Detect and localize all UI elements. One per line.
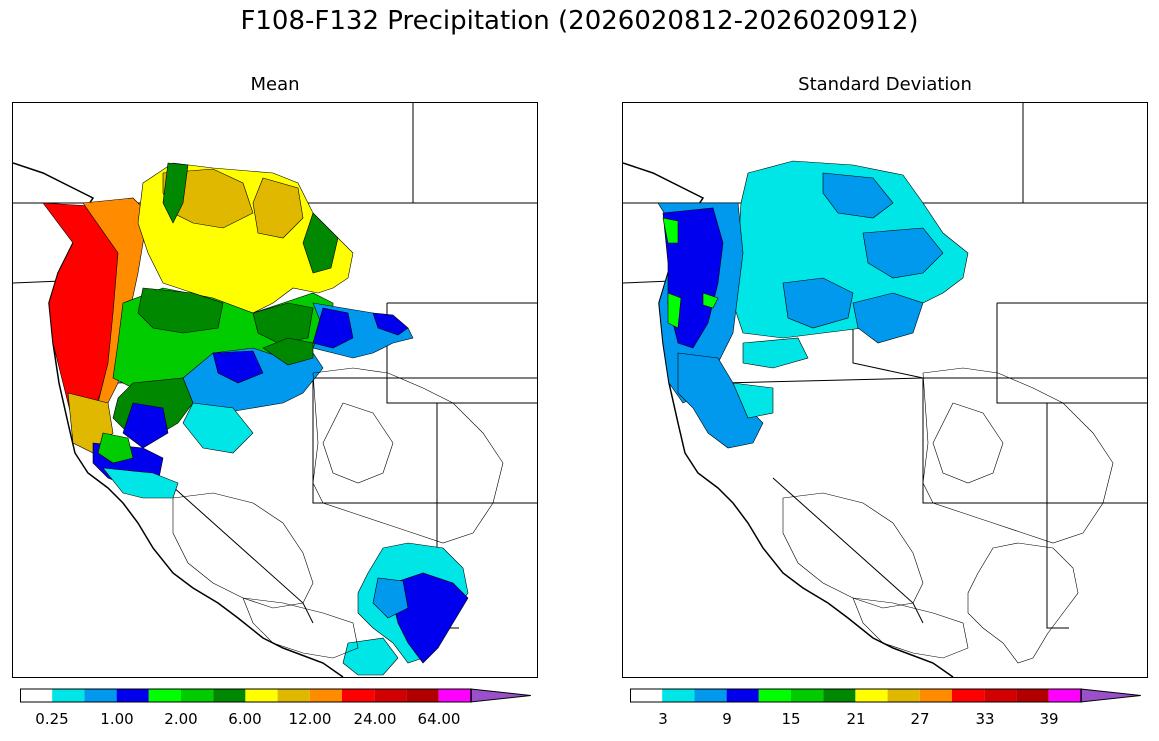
colorbar-tick-label: 24.00 (353, 710, 397, 728)
region-blue-north (822, 172, 894, 219)
region-gold-ne (252, 177, 304, 239)
colorbar-cell (630, 689, 663, 702)
region-darkgreen-mid3 (262, 337, 314, 366)
colorbar-cell (374, 689, 407, 702)
region-cyan-mid (182, 402, 254, 454)
region-green-sierra (97, 432, 134, 464)
basin-outline (852, 597, 969, 659)
basin-outline (922, 367, 1114, 544)
colorbar-tick-label: 3 (658, 710, 668, 728)
colorbar-mean-labels: 0.25 1.00 2.00 6.00 12.00 24.00 64.00 (20, 710, 560, 730)
basin-outline (932, 402, 1004, 484)
colorbar-cell (919, 689, 952, 702)
state-boundary (922, 377, 1147, 504)
colorbar-cell (52, 689, 85, 702)
colorbar-tick-label: 39 (1039, 710, 1059, 728)
basin-outline (242, 597, 359, 659)
colorbar-cell (438, 689, 471, 702)
region-blue-mid (782, 277, 854, 329)
basin-outline (322, 402, 394, 484)
colorbar-cell (245, 689, 278, 702)
region-cyan-az-s (342, 637, 399, 676)
colorbar-cell (984, 689, 1017, 702)
region-blue-az (372, 577, 409, 619)
state-boundary (722, 377, 924, 384)
colorbar-tick-label: 15 (781, 710, 801, 728)
state-boundary (1046, 403, 1069, 629)
map-stddev[interactable] (622, 102, 1148, 678)
basin-outline (967, 542, 1079, 664)
colorbar-stddev (630, 688, 1141, 703)
colorbar-cell (823, 689, 856, 702)
colorbar-tick-label: 2.00 (164, 710, 198, 728)
region-blue-ne (862, 227, 944, 279)
region-darkgreen-mid (137, 287, 224, 334)
region-blue-mid2 (852, 292, 924, 344)
colorbar-cell (662, 689, 695, 702)
colorbar-mean (20, 688, 531, 703)
region-darkblue-east2 (372, 312, 409, 336)
region-darkgreen-n (162, 162, 189, 224)
region-darkblue-east (312, 307, 354, 349)
state-boundary (996, 302, 1147, 404)
region-darkblue-az (392, 572, 469, 664)
colorbar-cell (694, 689, 727, 702)
colorbar-tick-label: 0.25 (35, 710, 69, 728)
panel-title-stddev: Standard Deviation (798, 74, 972, 95)
colorbar-tick-label: 27 (910, 710, 930, 728)
colorbar-cell (406, 689, 439, 702)
colorbar-cell (84, 689, 117, 702)
colorbar-tick-label: 9 (722, 710, 732, 728)
colorbar-cell (791, 689, 824, 702)
region-darkblue-sw (122, 402, 169, 449)
region-green-coast2 (667, 292, 682, 329)
colorbar-cell (1016, 689, 1049, 702)
basin-outline (312, 367, 504, 544)
basin-outline (782, 492, 924, 609)
colorbar-tick-label: 64.00 (417, 710, 461, 728)
colorbar-tick-label: 21 (846, 710, 866, 728)
colorbar-cell (342, 689, 375, 702)
panel-title-mean: Mean (250, 74, 300, 95)
figure-title: F108-F132 Precipitation (2026020812-2026… (240, 6, 919, 36)
map-stddev-canvas (623, 103, 1147, 677)
colorbar-cell (181, 689, 214, 702)
colorbar-cell (20, 689, 53, 702)
colorbar-stddev-labels: 3 9 15 21 27 33 39 (630, 710, 1159, 730)
colorbar-tick-label: 6.00 (228, 710, 262, 728)
region-darkgreen-ne (302, 212, 339, 274)
colorbar-cell (277, 689, 310, 702)
colorbar-cell (952, 689, 985, 702)
colorbar-cell (213, 689, 246, 702)
state-boundary (162, 477, 314, 624)
region-blue-sierra (677, 352, 764, 449)
colorbar-cell (148, 689, 181, 702)
colorbar-outline (630, 688, 1082, 703)
region-green-coast3 (702, 292, 719, 309)
region-darkblue-mid (212, 350, 264, 384)
colorbar-cell (887, 689, 920, 702)
colorbar-cell (855, 689, 888, 702)
region-green-coast (662, 217, 679, 244)
basin-outline (172, 492, 314, 609)
colorbar-extend-arrow (470, 688, 531, 703)
state-boundary (312, 377, 537, 504)
map-mean-canvas (13, 103, 537, 677)
colorbar-cell (116, 689, 149, 702)
region-cyan-mid (742, 337, 809, 369)
region-cyan-sierra (732, 382, 774, 419)
map-mean[interactable] (12, 102, 538, 678)
colorbar-tick-label: 33 (975, 710, 995, 728)
colorbar-cell (758, 689, 791, 702)
colorbar-tick-label: 1.00 (100, 710, 134, 728)
colorbar-cell (309, 689, 342, 702)
state-boundary (386, 302, 537, 404)
colorbar-extend-arrow (1080, 688, 1141, 703)
colorbar-tick-label: 12.00 (288, 710, 332, 728)
state-boundary (772, 477, 924, 624)
region-darkgreen-mid2 (252, 302, 314, 344)
colorbar-outline (20, 688, 472, 703)
colorbar-cell (1048, 689, 1081, 702)
colorbar-cell (726, 689, 759, 702)
